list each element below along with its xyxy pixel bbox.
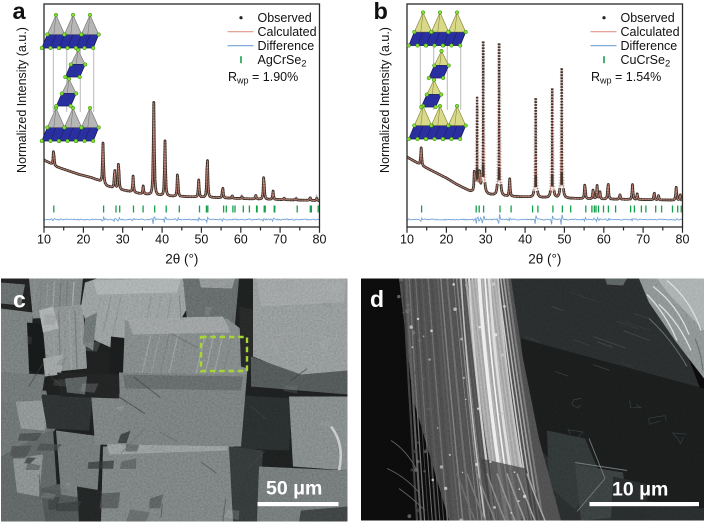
svg-text:Difference: Difference <box>258 39 315 53</box>
svg-text:50: 50 <box>194 233 208 247</box>
svg-text:60: 60 <box>234 233 248 247</box>
svg-text:Observed: Observed <box>621 11 675 25</box>
svg-text:70: 70 <box>273 233 287 247</box>
svg-text:AgCrSe2: AgCrSe2 <box>258 53 307 70</box>
svg-text:Calculated: Calculated <box>258 25 317 39</box>
svg-text:c: c <box>13 287 26 313</box>
svg-text:Normalized Intensity (a.u.): Normalized Intensity (a.u.) <box>15 27 29 173</box>
svg-text:a: a <box>13 0 27 24</box>
svg-text:Difference: Difference <box>621 39 678 53</box>
svg-text:30: 30 <box>116 233 130 247</box>
svg-text:40: 40 <box>518 233 532 247</box>
svg-text:30: 30 <box>479 233 493 247</box>
svg-text:20: 20 <box>76 233 90 247</box>
svg-text:d: d <box>370 286 384 312</box>
svg-text:2θ (°): 2θ (°) <box>165 252 198 267</box>
svg-text:60: 60 <box>597 233 611 247</box>
svg-text:10 μm: 10 μm <box>612 479 668 501</box>
svg-text:Normalized Intensity (a.u.): Normalized Intensity (a.u.) <box>378 27 392 173</box>
svg-text:CuCrSe2: CuCrSe2 <box>621 53 671 70</box>
svg-text:Observed: Observed <box>258 11 312 25</box>
svg-text:10: 10 <box>37 233 51 247</box>
svg-text:2θ (°): 2θ (°) <box>528 252 561 267</box>
svg-text:80: 80 <box>313 233 327 247</box>
svg-text:50: 50 <box>557 233 571 247</box>
svg-text:Calculated: Calculated <box>621 25 680 39</box>
svg-text:40: 40 <box>155 233 169 247</box>
svg-text:80: 80 <box>676 233 690 247</box>
svg-text:10: 10 <box>400 233 414 247</box>
svg-text:50 μm: 50 μm <box>266 478 322 500</box>
svg-text:b: b <box>374 0 388 24</box>
svg-text:70: 70 <box>636 233 650 247</box>
svg-text:20: 20 <box>439 233 453 247</box>
